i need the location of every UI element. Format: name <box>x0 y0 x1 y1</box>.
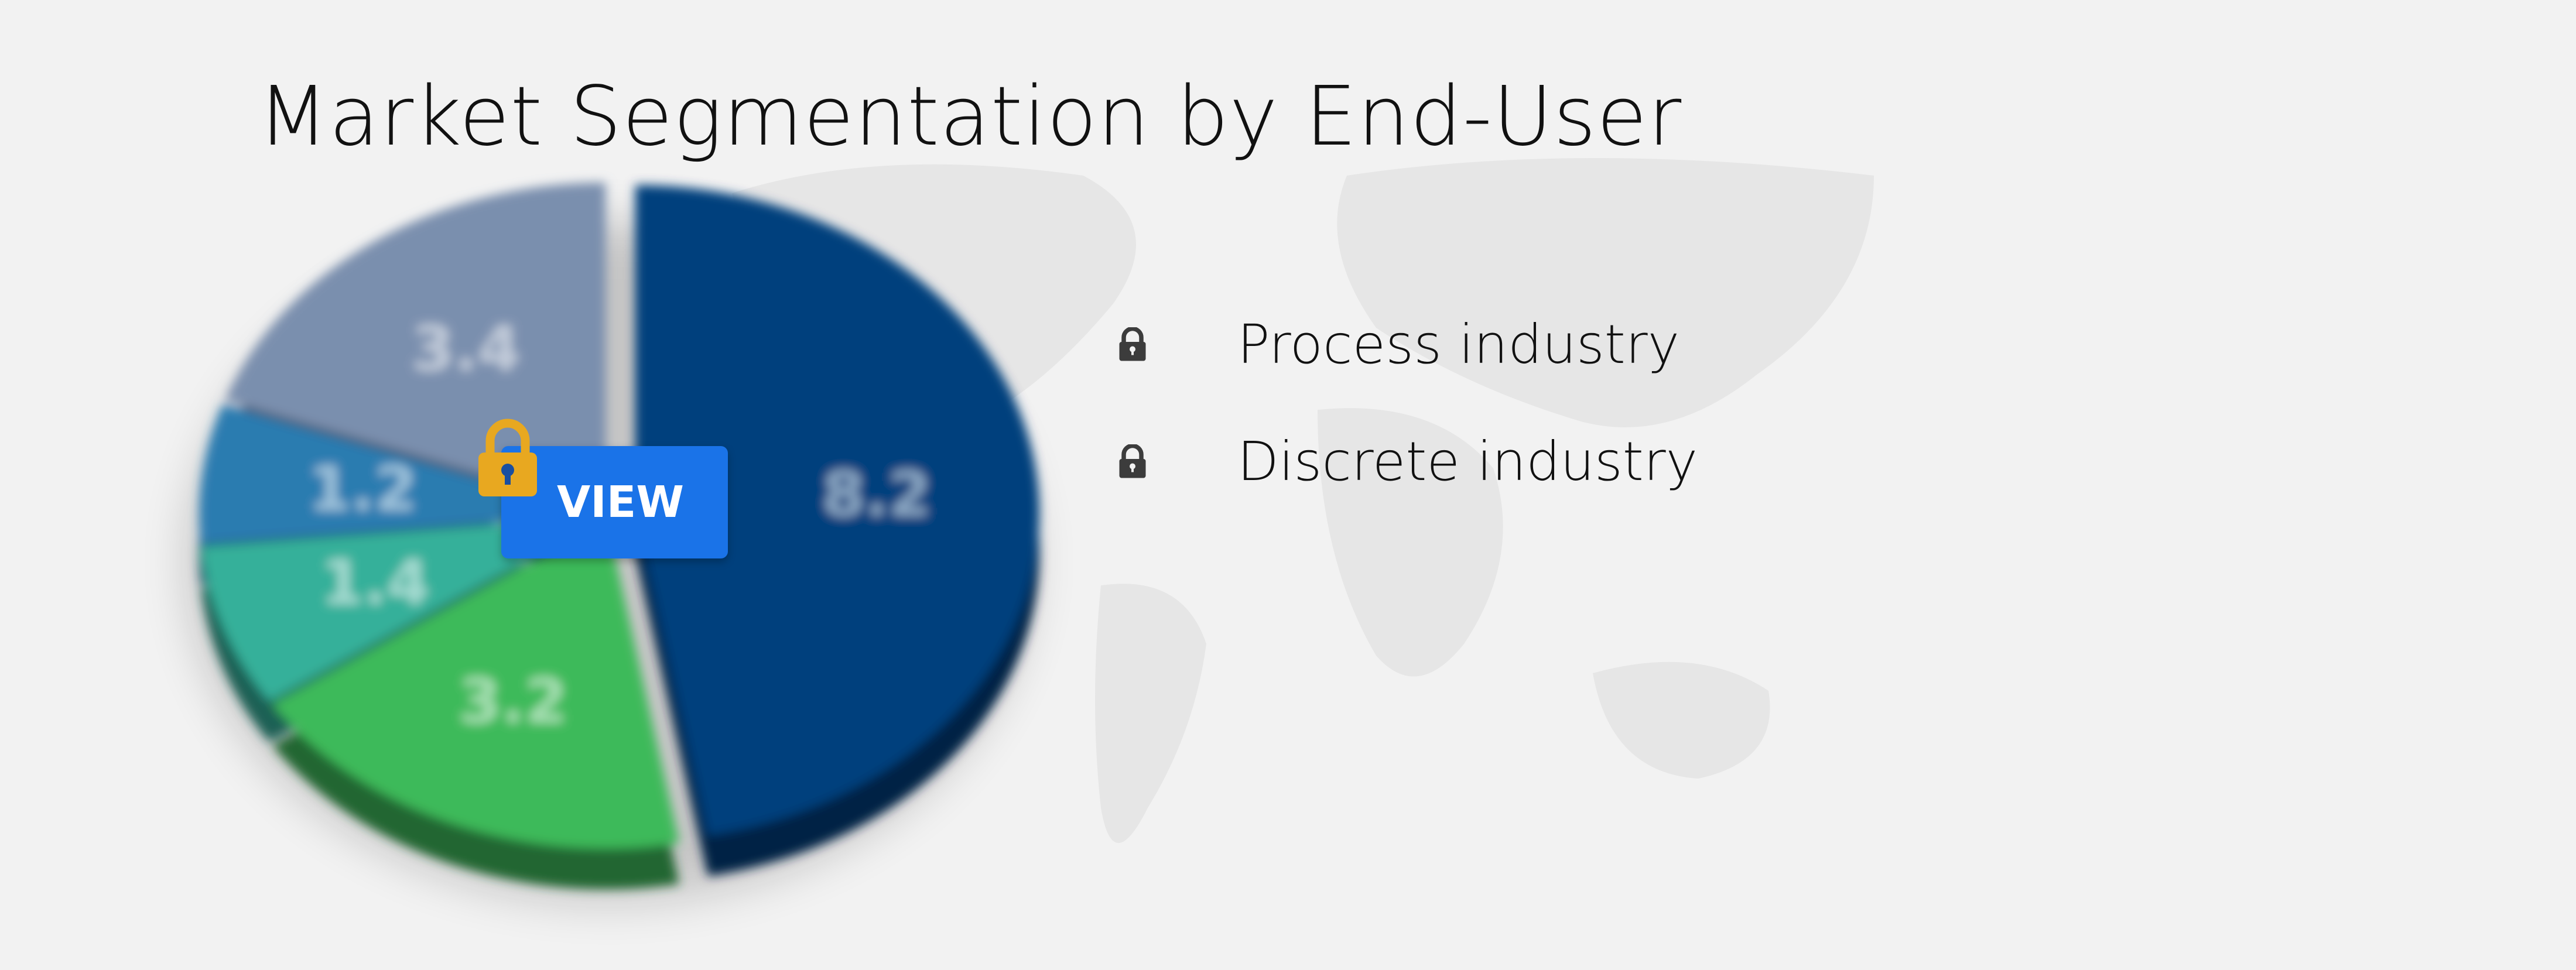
pie-slice <box>201 517 604 701</box>
padlock-icon[interactable] <box>475 417 540 500</box>
pie-data-label: 3.2 <box>459 666 567 737</box>
pie-slice <box>635 184 1039 835</box>
lock-icon <box>1119 327 1146 361</box>
map-south-america <box>1095 584 1206 843</box>
map-africa <box>1318 408 1503 677</box>
pie-data-label: 8.2 <box>822 459 931 530</box>
page-title: Market Segmentation by End-User <box>258 69 1682 164</box>
pie-data-label: 1.2 <box>308 453 417 525</box>
pie-data-label: 1.4 <box>321 547 430 618</box>
legend-label: Discrete industry <box>1237 430 1698 493</box>
view-button[interactable]: VIEW <box>501 446 728 558</box>
lock-icon <box>1119 444 1146 478</box>
pie-slice <box>225 182 606 510</box>
legend-label: Process industry <box>1237 313 1680 376</box>
pie-data-label: 3.4 <box>412 313 521 385</box>
map-australia <box>1593 661 1770 779</box>
legend-item-discrete-industry: Discrete industry <box>1116 430 1698 493</box>
legend-item-process-industry: Process industry <box>1116 313 1679 376</box>
map-europe-asia <box>1337 158 1874 427</box>
pie-slice <box>272 520 680 849</box>
